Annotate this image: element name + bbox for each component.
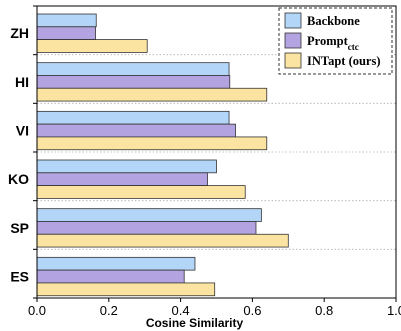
x-tick-label: 0.6 [243,303,261,318]
x-tick-label: 1.0 [387,303,401,318]
bars-group [36,13,289,297]
bar-hi-2 [36,75,231,89]
legend-label: INTapt (ours) [307,54,381,68]
category-label: KO [8,171,29,187]
category-label: HI [15,74,29,90]
legend-swatch [284,32,302,49]
bar-sp-1 [36,208,262,222]
bar-ko-3 [36,185,246,199]
x-tick-label: 0.0 [28,303,46,318]
bar-sp-3 [36,233,289,248]
bar-es-3 [36,282,216,297]
legend-swatch [284,52,302,69]
legend-swatch [284,12,302,29]
bar-hi-1 [36,62,230,76]
x-tick-label: 0.4 [172,303,190,318]
plot-area [37,54,396,250]
bar-vi-1 [36,110,230,125]
bar-es-1 [36,256,196,271]
bar-vi-2 [36,123,236,138]
x-tick-label: 0.8 [315,303,333,318]
category-label: ES [10,269,29,285]
bar-zh-2 [36,26,96,40]
bar-zh-3 [36,39,148,53]
category-label: SP [10,220,29,236]
bar-ko-1 [36,159,217,174]
bar-zh-1 [36,13,97,28]
bar-ko-2 [36,172,208,187]
category-label: VI [16,123,29,139]
bar-sp-2 [36,221,257,235]
bar-es-2 [36,269,185,284]
bar-vi-3 [36,136,268,151]
legend-label: Promptctc [307,34,359,52]
plot-frame [36,5,397,299]
legend-label: Backbone [307,14,360,28]
category-label: ZH [10,25,29,41]
bar-hi-3 [36,87,268,102]
x-axis-label: Cosine Similarity [146,316,244,330]
axes-group: ZH HI VI KO SP ES 0.0 0.2 0.4 0.6 0.8 1.0 [8,5,401,318]
legend: Backbone Promptctc INTapt (ours) [278,7,393,75]
x-tick-label: 0.2 [100,303,118,318]
